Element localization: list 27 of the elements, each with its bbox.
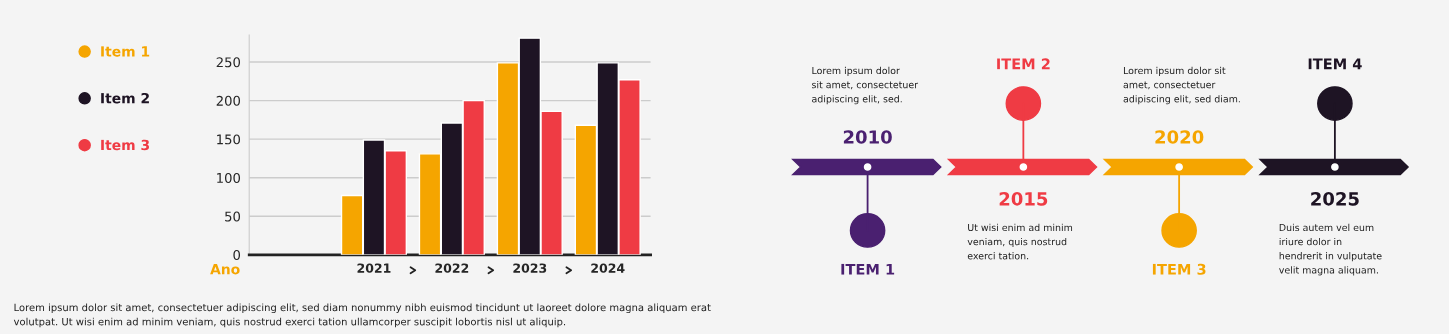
y-tick-label: 200 (216, 95, 241, 106)
text: Lorem ipsum dolor sit amet, consectetuer adipiscing elit, sed diam nonummy nibh euismod tincidunt ut laoreet dolore magna aliquam erat volutpat. Ut wisi enim ad minim veniam, quis nostrud exerci tation ullamcorper suscipit lobortis nisl ut aliquip. (13, 303, 711, 328)
y-tick-label: 150 (217, 134, 241, 145)
x-tick-label: 2022 (435, 263, 469, 273)
legend-label: Item 1 (101, 46, 150, 57)
text: ITEM 2 (997, 58, 1050, 70)
legend-label: Item 2 (101, 92, 149, 104)
category-label: 2025 (1311, 191, 1359, 206)
y-tick-label: 50 (225, 211, 241, 222)
text: Ut wisi enim ad minim veniam, quis nostrud exerci tation. (967, 223, 1073, 260)
category-label: 2010 (843, 130, 892, 144)
text: Lorem ipsum dolor sit amet, consectetuer adipiscing elit, sed. (812, 66, 919, 105)
x-tick-label: 2021 (357, 263, 391, 273)
text: Duis autem vel eum iriure dolor in hendrerit in vulputate velit magna aliquam. (1279, 223, 1382, 276)
text: ITEM 4 (1308, 58, 1362, 70)
x-tick-label: 2023 (513, 263, 547, 273)
x-axis-title: Ano (210, 264, 240, 275)
category-label: 2015 (999, 191, 1048, 206)
y-tick-label: 250 (216, 57, 241, 68)
text: ITEM 3 (1152, 263, 1206, 275)
legend-label: Item 3 (101, 139, 150, 151)
y-tick-label: 0 (233, 250, 241, 261)
text: ITEM 1 (841, 263, 895, 275)
category-label: 2020 (1155, 130, 1204, 144)
text: Lorem ipsum dolor sit amet, consectetuer adipiscing elit, sed diam. (1123, 66, 1240, 105)
x-tick-label: 2024 (591, 263, 625, 273)
y-tick-label: 100 (217, 172, 241, 183)
